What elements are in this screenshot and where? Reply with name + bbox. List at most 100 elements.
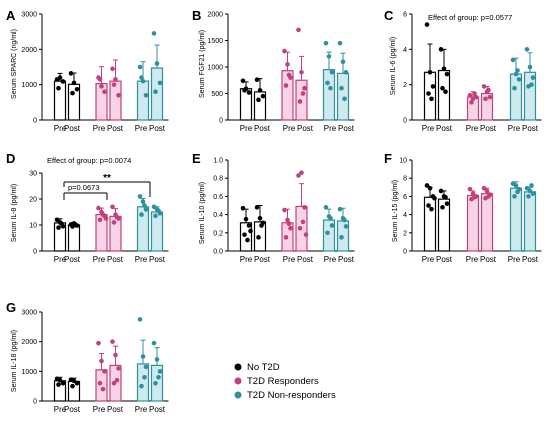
bar <box>150 67 164 121</box>
data-point <box>424 183 430 188</box>
data-point <box>56 382 61 387</box>
x-tick-label: Post <box>254 124 271 133</box>
x-tick-label: Post <box>149 124 166 133</box>
y-tick-label: 0.4 <box>213 212 223 219</box>
data-point <box>337 40 343 46</box>
data-point <box>515 68 520 73</box>
data-point <box>300 91 306 96</box>
data-point <box>96 205 101 211</box>
data-point <box>339 85 344 91</box>
data-point <box>487 94 493 100</box>
legend-label: No T2D <box>247 362 280 373</box>
y-tick-label: 0 <box>33 118 37 125</box>
data-point <box>137 194 143 199</box>
data-point <box>510 57 516 63</box>
data-point <box>296 27 301 33</box>
data-point <box>97 217 103 223</box>
data-point <box>151 340 157 346</box>
data-point <box>426 203 431 208</box>
data-point <box>113 352 118 358</box>
data-point <box>515 189 520 195</box>
data-point <box>97 77 103 82</box>
x-tick-label: Post <box>254 255 271 264</box>
data-point <box>513 71 519 77</box>
data-point <box>302 205 307 210</box>
data-point <box>326 54 332 59</box>
bar <box>136 363 150 402</box>
x-tick-label: Post <box>338 255 355 264</box>
data-point <box>256 235 261 240</box>
x-tick-label: Post <box>297 255 314 264</box>
data-point <box>529 183 534 188</box>
x-tick-label: Pre <box>324 255 337 264</box>
data-point <box>438 188 444 194</box>
panel-d: D Effect of group: p=0.0074 Serum IL-8 (… <box>6 151 169 264</box>
data-point <box>529 82 534 87</box>
data-point <box>254 205 260 210</box>
data-point <box>325 80 330 86</box>
data-point <box>256 97 261 103</box>
data-point <box>137 317 143 322</box>
bar <box>109 80 122 121</box>
x-tick-label: Pre <box>93 124 106 133</box>
data-point <box>102 369 107 374</box>
data-point <box>328 215 333 221</box>
pvalue-annotation: p=0.0673 <box>68 183 100 192</box>
legend-marker-responders <box>234 377 242 385</box>
data-point <box>328 85 333 91</box>
data-point <box>114 377 120 383</box>
data-point <box>157 80 163 86</box>
data-point <box>242 232 247 237</box>
data-point <box>139 75 144 80</box>
data-point <box>110 66 115 72</box>
data-point <box>154 61 160 66</box>
data-point <box>342 217 347 223</box>
y-tick-label: 2 <box>403 230 407 237</box>
data-point <box>484 188 490 194</box>
data-point <box>56 225 61 230</box>
bar <box>67 224 81 252</box>
x-tick-label: Pre <box>135 405 148 414</box>
data-point <box>288 225 293 231</box>
data-point <box>59 221 64 226</box>
data-point <box>116 92 121 98</box>
data-point <box>430 84 436 89</box>
data-point <box>142 374 147 380</box>
data-point <box>74 380 80 386</box>
x-tick-label: Pre <box>240 255 253 264</box>
group-effect-annotation: Effect of group: p=0.0074 <box>47 156 131 165</box>
data-point <box>302 85 307 91</box>
data-point <box>70 90 75 96</box>
data-point <box>99 358 104 364</box>
x-tick-label: Post <box>436 124 453 133</box>
y-tick-label: 1.0 <box>213 158 223 165</box>
y-tick-label: 0 <box>403 118 407 125</box>
y-axis-label: Serum IL-6 (pg/ml) <box>390 37 397 95</box>
x-tick-label: Post <box>64 124 81 133</box>
x-tick-label: Post <box>522 124 539 133</box>
panel-f: F Serum IL-15 (pg/ml) 0 2 4 6 8 10 Pre Post P… <box>384 151 542 264</box>
data-point <box>427 70 433 75</box>
data-point <box>483 96 488 102</box>
x-tick-label: Post <box>480 255 497 264</box>
data-point <box>297 225 303 231</box>
data-point <box>473 94 479 100</box>
data-point <box>440 85 445 91</box>
bar <box>136 80 150 121</box>
data-point <box>329 70 335 75</box>
data-point <box>524 185 530 191</box>
x-tick-label: Pre <box>283 124 296 133</box>
data-point <box>143 92 149 98</box>
data-point <box>151 204 157 210</box>
data-point <box>116 366 121 371</box>
data-point <box>427 185 433 191</box>
data-point <box>110 204 115 210</box>
y-tick-label: 20 <box>29 197 37 204</box>
data-point <box>342 96 347 102</box>
data-point <box>283 235 289 240</box>
data-point <box>486 194 491 199</box>
plot-area: 0 2 4 6 8 10 <box>399 158 542 256</box>
data-point <box>60 79 66 84</box>
